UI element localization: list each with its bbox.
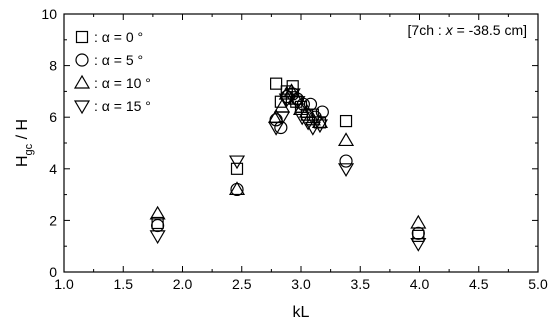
data-point-triangle-up (278, 85, 295, 100)
tick-labels: 1.0 1.5 2.0 2.5 3.0 3.5 4.0 4.5 5.0 0 2 4 6 8 10 (41, 6, 548, 292)
legend-marker-triangle-down (73, 100, 91, 115)
data-point-triangle-down (294, 111, 311, 126)
data-point-triangle-down (289, 96, 306, 110)
legend-entry: : α = 15 ° (73, 98, 151, 115)
series-triangle-down (149, 88, 427, 252)
legend-marker-square (75, 30, 89, 44)
data-point-triangle-down (228, 155, 246, 170)
y-axis-label: Hgc / H (14, 119, 35, 167)
legend-label: : α = 5 ° (94, 52, 143, 68)
x-tick-label: 5.0 (528, 276, 548, 292)
y-tick-label: 8 (49, 58, 57, 74)
axis-ticks (63, 13, 539, 273)
data-points (149, 77, 427, 252)
x-tick-label: 2.0 (173, 276, 193, 292)
data-point-triangle-down (311, 119, 329, 134)
y-tick-label: 0 (49, 264, 57, 280)
legend: : α = 0 ° : α = 5 ° : α = 10 ° : α = 15 ° (73, 29, 151, 115)
y-tick-label: 4 (49, 161, 57, 177)
legend-label: : α = 0 ° (94, 29, 143, 45)
legend-entry: : α = 10 ° (73, 74, 151, 91)
data-point-square (230, 162, 244, 175)
legend-label: : α = 10 ° (94, 75, 151, 91)
data-point-circle (315, 105, 329, 119)
data-point-triangle-down (284, 88, 301, 103)
legend-entry: : α = 5 ° (75, 52, 143, 68)
data-point-triangle-down (304, 121, 321, 136)
data-point-triangle-down (300, 116, 317, 131)
data-point-triangle-down (149, 230, 166, 245)
y-tick-label: 10 (41, 6, 57, 22)
x-axis-label: kL (293, 304, 310, 321)
x-tick-label: 4.5 (469, 276, 489, 292)
legend-marker-circle (75, 53, 89, 67)
data-point-triangle-down (278, 93, 295, 108)
data-point-triangle-up (410, 214, 427, 229)
data-point-triangle-up (288, 90, 305, 105)
series-triangle-up (149, 83, 427, 229)
data-point-circle (151, 218, 165, 233)
x-tick-label: 3.5 (351, 276, 371, 292)
data-point-triangle-up (337, 132, 355, 147)
x-tick-label: 2.5 (232, 276, 252, 292)
x-tick-label: 1.5 (114, 276, 134, 292)
data-point-triangle-down (268, 121, 285, 136)
legend-entry: : α = 0 ° (75, 29, 143, 45)
data-point-triangle-up (304, 111, 321, 126)
data-point-triangle-down (273, 111, 291, 126)
legend-label: : α = 15 ° (94, 98, 151, 114)
legend-marker-triangle-up (73, 74, 91, 89)
y-tick-label: 2 (49, 212, 57, 228)
data-point-square (339, 114, 353, 128)
data-point-triangle-up (149, 205, 166, 220)
data-point-triangle-down (337, 163, 355, 177)
data-point-circle (411, 226, 425, 240)
channel-annotation: [7ch : x = -38.5 cm] (408, 22, 527, 38)
data-point-square (270, 77, 283, 90)
data-point-triangle-up (228, 181, 246, 196)
x-tick-label: 3.0 (291, 276, 311, 292)
data-point-circle (339, 154, 353, 168)
data-point-square (286, 80, 299, 93)
data-point-triangle-down (410, 238, 427, 252)
x-tick-label: 4.0 (410, 276, 430, 292)
x-tick-label: 1.0 (54, 276, 74, 292)
y-tick-label: 6 (49, 109, 57, 125)
data-point-triangle-up (311, 114, 329, 128)
